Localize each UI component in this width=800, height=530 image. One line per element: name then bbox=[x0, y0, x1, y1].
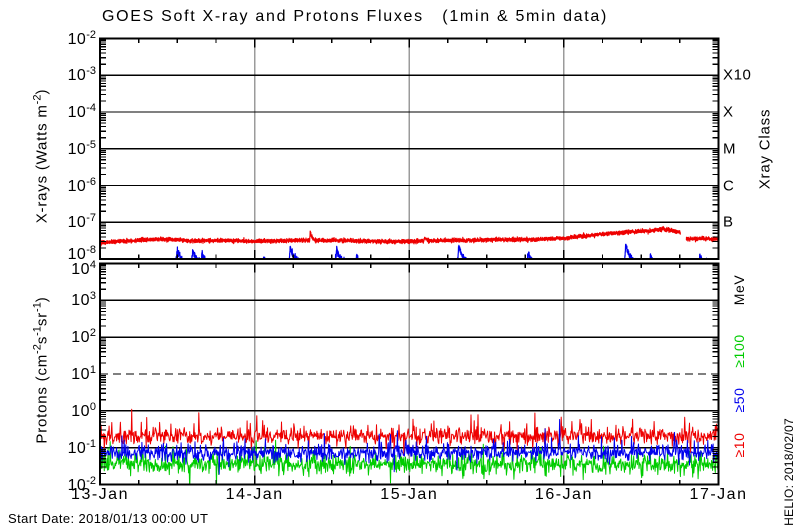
xray-panel bbox=[99, 37, 720, 260]
proton-energy-label-ge50: ≥50 bbox=[731, 387, 747, 413]
proton-panel-ytick-label: 104 bbox=[71, 258, 96, 278]
proton-energy-label-ge10: ≥10 bbox=[731, 432, 747, 458]
start-date-label: Start Date: 2018/01/13 00:00 UT bbox=[8, 511, 209, 526]
xray-class-label-M: M bbox=[723, 140, 737, 158]
xray-panel-series bbox=[101, 225, 718, 258]
chart-title: GOES Soft X-ray and Protons Fluxes (1min… bbox=[101, 8, 609, 25]
proton-panel-ytick-label: 10-2 bbox=[67, 474, 96, 494]
proton-panel-ytick-label: 100 bbox=[71, 400, 96, 420]
xray-panel-ytick-label: 10-8 bbox=[67, 243, 96, 264]
panel-frame bbox=[99, 37, 720, 260]
xray-class-label-X10: X10 bbox=[723, 66, 752, 84]
proton-panel-ytick-label: 10-1 bbox=[67, 437, 96, 457]
xtick-label-14-Jan: 14-Jan bbox=[225, 486, 284, 503]
xray-class-label-C: C bbox=[723, 177, 735, 194]
xtick-label-17-Jan: 17-Jan bbox=[689, 486, 748, 503]
xray-class-label-X: X bbox=[723, 103, 734, 121]
proton-energy-label-ge100: ≥100 bbox=[731, 334, 747, 368]
proton-panel-series bbox=[101, 408, 718, 484]
xray-panel-ytick-label: 10-7 bbox=[67, 212, 96, 232]
xray-axis-title: X-rays (Watts m-2) bbox=[31, 88, 51, 224]
xtick-label-15-Jan: 15-Jan bbox=[380, 486, 439, 503]
protons-ge10MeV-trace bbox=[101, 408, 718, 457]
xray-long-0.1-0.8nm-trace bbox=[101, 225, 718, 247]
xray-panel-ytick-label: 10-4 bbox=[67, 101, 96, 122]
proton-energy-label-MeV: MeV bbox=[731, 274, 747, 306]
xray-panel-ytick-label: 10-3 bbox=[67, 65, 96, 85]
xray-class-axis-title: Xray Class bbox=[756, 108, 774, 190]
xray-panel-ytick-label: 10-2 bbox=[67, 28, 96, 48]
proton-panel-ytick-label: 103 bbox=[71, 290, 96, 310]
xray-panel-ytick-label: 10-6 bbox=[67, 175, 96, 195]
panel-frame bbox=[99, 262, 720, 486]
xtick-label-13-Jan: 13-Jan bbox=[71, 486, 129, 503]
proton-panel-ytick-label: 101 bbox=[71, 363, 96, 384]
proton-panel bbox=[99, 262, 720, 486]
xtick-label-16-Jan: 16-Jan bbox=[534, 486, 593, 503]
xray-panel-ytick-label: 10-5 bbox=[67, 138, 96, 158]
helio-date-stamp: HELIO: 2018/02/07 bbox=[782, 418, 796, 526]
xray-class-label-B: B bbox=[723, 213, 734, 231]
proton-axis-title: Protons (cm-2s-1sr-1) bbox=[31, 296, 51, 444]
proton-panel-ytick-label: 102 bbox=[71, 326, 96, 347]
protons-ge100MeV-trace bbox=[101, 439, 718, 484]
protons-ge50MeV-trace bbox=[101, 419, 718, 475]
